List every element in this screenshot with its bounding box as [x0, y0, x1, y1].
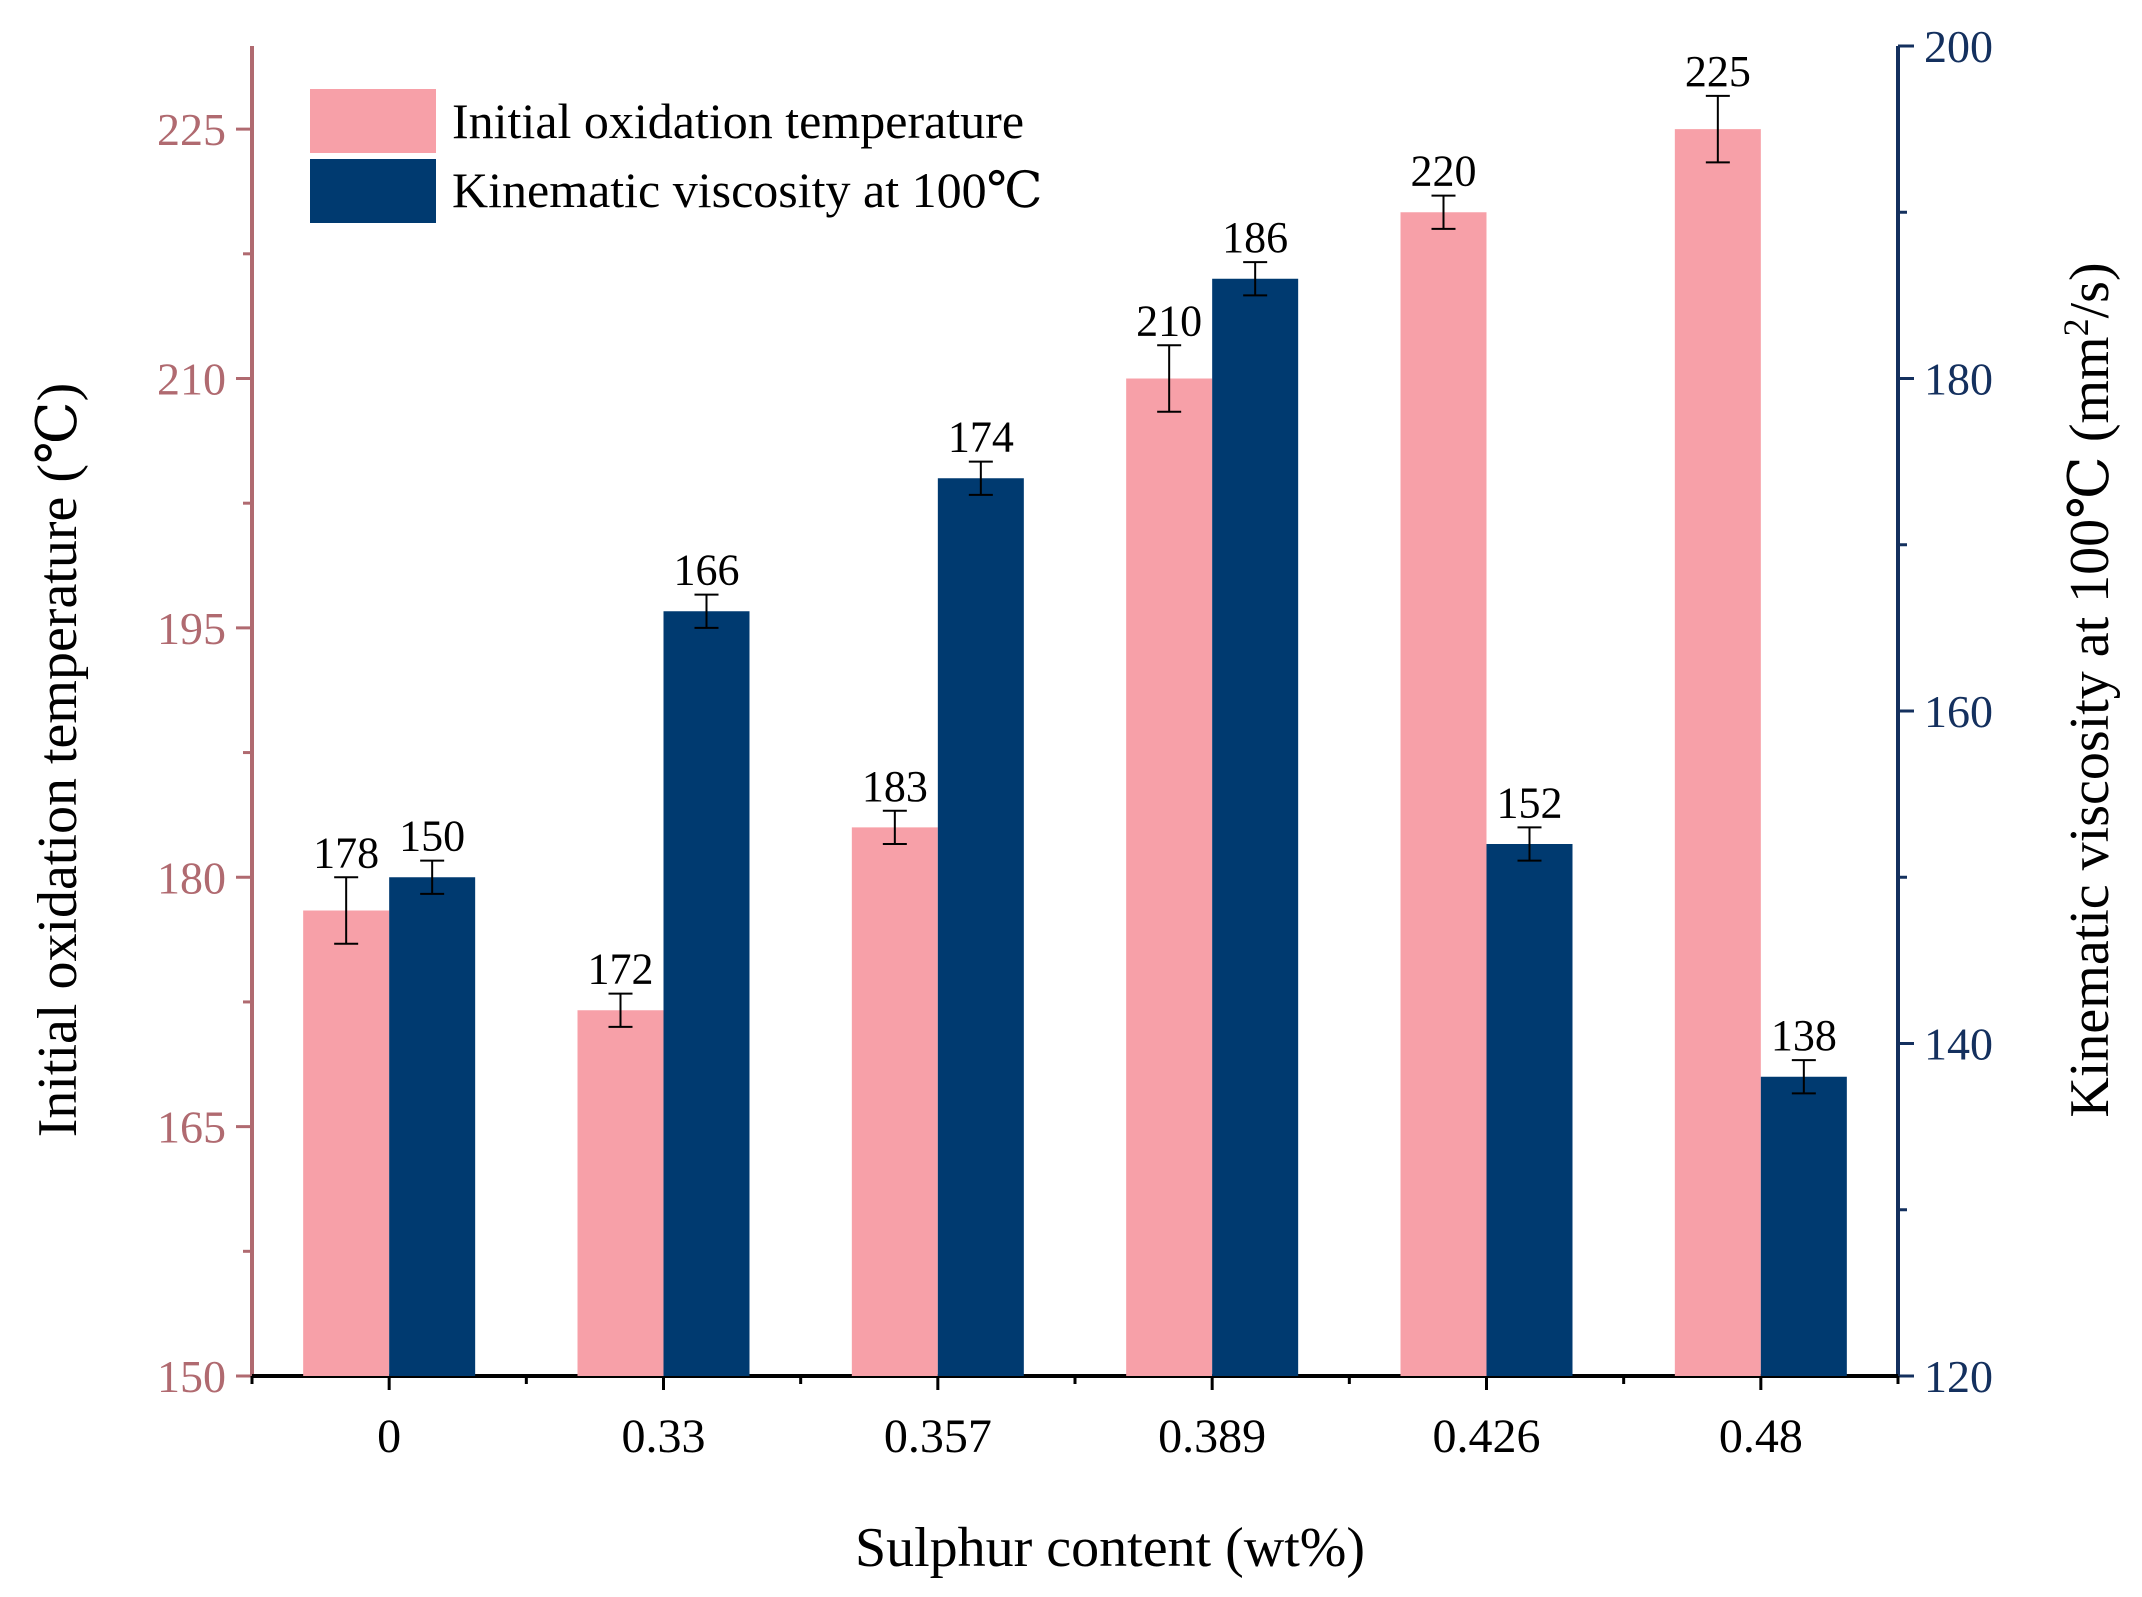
- right-axis-title-superscript: 2: [2056, 318, 2096, 336]
- legend: Initial oxidation temperature Kinematic …: [310, 89, 1043, 223]
- x-tick-label-4: 0.426: [1433, 1410, 1541, 1463]
- data-label-0-5: 225: [1685, 47, 1751, 96]
- data-labels: 178 150 172 166 183 174 210 186 220 152 225 138: [313, 47, 1837, 1060]
- data-label-1-0: 150: [399, 812, 465, 861]
- bars: [303, 129, 1847, 1376]
- legend-label-kinematic-viscosity: Kinematic viscosity at 100℃: [452, 162, 1043, 218]
- x-tick-label-3: 0.389: [1158, 1410, 1266, 1463]
- bar-viscosity-2: [937, 478, 1024, 1376]
- bar-temperature-0: [303, 910, 390, 1376]
- legend-label-initial-oxidation-temperature: Initial oxidation temperature: [452, 93, 1024, 149]
- x-tick-label-0: 0: [377, 1410, 401, 1463]
- bar-viscosity-4: [1486, 844, 1573, 1376]
- bar-viscosity-1: [663, 611, 750, 1376]
- right-tick-label-140: 140: [1924, 1019, 1993, 1070]
- right-tick-label-120: 120: [1924, 1351, 1993, 1402]
- left-tick-label-225: 225: [157, 104, 226, 155]
- axes: [250, 46, 1900, 1378]
- data-label-0-2: 183: [862, 762, 928, 811]
- data-label-0-0: 178: [313, 828, 379, 877]
- legend-swatch-initial-oxidation-temperature: [310, 89, 436, 153]
- right-axis-title: Kinematic viscosity at 100℃ (mm2/s): [2056, 262, 2121, 1117]
- bar-temperature-5: [1674, 129, 1761, 1376]
- data-label-1-2: 174: [948, 413, 1014, 462]
- left-axis-title: Initial oxidation temperature (℃): [27, 383, 89, 1138]
- right-axis-title-prefix: Kinematic viscosity at 100℃ (mm: [2059, 336, 2121, 1117]
- data-label-1-3: 186: [1222, 213, 1288, 262]
- left-tick-label-210: 210: [157, 354, 226, 405]
- bar-temperature-4: [1400, 212, 1487, 1376]
- bar-viscosity-0: [389, 877, 476, 1376]
- error-bars: [334, 94, 1816, 1095]
- data-label-0-3: 210: [1136, 296, 1202, 345]
- data-label-1-5: 138: [1771, 1011, 1837, 1060]
- x-tick-label-1: 0.33: [622, 1410, 706, 1463]
- x-axis-title: Sulphur content (wt%): [855, 1517, 1365, 1579]
- data-label-0-1: 172: [588, 945, 654, 994]
- right-tick-label-180: 180: [1924, 354, 1993, 405]
- left-tick-label-165: 165: [157, 1102, 226, 1153]
- x-tick-label-2: 0.357: [884, 1410, 992, 1463]
- x-tick-label-5: 0.48: [1719, 1410, 1803, 1463]
- right-axis-title-suffix: /s): [2059, 262, 2121, 318]
- bar-viscosity-3: [1212, 278, 1299, 1376]
- legend-swatch-kinematic-viscosity: [310, 159, 436, 223]
- left-tick-label-150: 150: [157, 1351, 226, 1402]
- data-label-1-4: 152: [1497, 778, 1563, 827]
- right-tick-label-160: 160: [1924, 686, 1993, 737]
- ticks: 150 165 180 195 210 225 120 140 160 180 200 0 0.33 0.…: [157, 21, 1993, 1463]
- bar-viscosity-5: [1760, 1076, 1847, 1376]
- right-tick-label-200: 200: [1924, 21, 1993, 72]
- left-tick-label-195: 195: [157, 603, 226, 654]
- data-label-1-1: 166: [674, 546, 740, 595]
- bar-temperature-3: [1126, 378, 1213, 1376]
- bar-temperature-2: [851, 827, 938, 1376]
- data-label-0-4: 220: [1411, 147, 1477, 196]
- bar-temperature-1: [577, 1010, 664, 1376]
- left-tick-label-180: 180: [157, 852, 226, 903]
